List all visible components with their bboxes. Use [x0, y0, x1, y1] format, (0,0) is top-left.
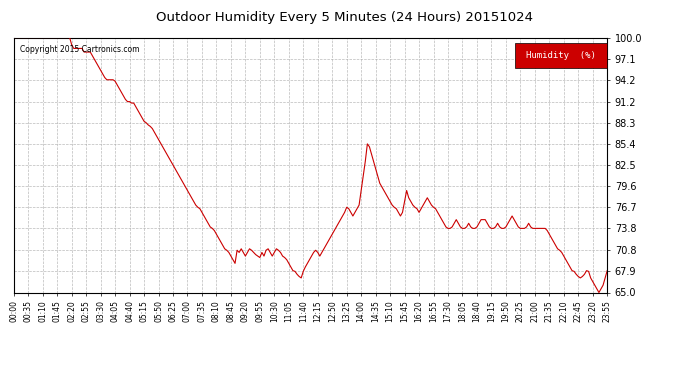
- Text: Outdoor Humidity Every 5 Minutes (24 Hours) 20151024: Outdoor Humidity Every 5 Minutes (24 Hou…: [157, 11, 533, 24]
- Text: Copyright 2015 Cartronics.com: Copyright 2015 Cartronics.com: [20, 45, 139, 54]
- FancyBboxPatch shape: [515, 43, 607, 68]
- Text: Humidity  (%): Humidity (%): [526, 51, 596, 60]
